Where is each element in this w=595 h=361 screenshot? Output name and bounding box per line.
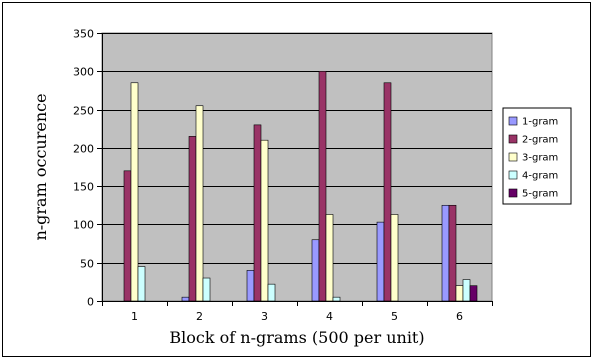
legend-label: 4-gram xyxy=(522,171,558,182)
legend-label: 2-gram xyxy=(522,135,558,146)
bar xyxy=(260,139,269,302)
bar xyxy=(202,277,211,302)
bar xyxy=(246,270,255,302)
y-tick-label: 0 xyxy=(87,296,94,309)
bar xyxy=(311,239,320,302)
bar xyxy=(325,214,334,302)
bar xyxy=(332,296,341,302)
bar xyxy=(188,136,197,302)
y-tick-label: 200 xyxy=(73,143,94,156)
x-tick-label: 2 xyxy=(196,310,203,323)
x-tick-label: 1 xyxy=(131,310,138,323)
bar xyxy=(195,105,204,302)
bar xyxy=(123,170,132,302)
y-tick-label: 50 xyxy=(80,258,94,271)
bar xyxy=(390,214,399,302)
bar xyxy=(318,70,327,302)
legend-label: 3-gram xyxy=(522,153,558,164)
legend-swatch xyxy=(508,152,518,162)
y-tick-label: 100 xyxy=(73,219,94,232)
bar xyxy=(469,285,478,302)
bar xyxy=(455,285,464,302)
y-tick-label: 300 xyxy=(73,66,94,79)
bar xyxy=(137,266,146,302)
legend-swatch xyxy=(508,188,518,198)
y-tick-label: 250 xyxy=(73,105,94,118)
x-tick-label: 3 xyxy=(261,310,268,323)
bar xyxy=(253,124,262,302)
y-tick-label: 150 xyxy=(73,181,94,194)
x-tick-label: 6 xyxy=(456,310,463,323)
legend-swatch xyxy=(508,170,518,180)
y-tick-label: 350 xyxy=(73,28,94,41)
plot-area xyxy=(101,32,493,302)
legend-label: 5-gram xyxy=(522,189,558,200)
x-tick-label: 4 xyxy=(326,310,333,323)
y-axis-title: n-gram occurence xyxy=(31,93,50,240)
bar xyxy=(267,283,276,302)
legend-swatch xyxy=(508,134,518,144)
bar xyxy=(181,296,190,302)
legend: 1-gram 2-gram 3-gram 4-gram 5-gram xyxy=(502,107,572,205)
legend-swatch xyxy=(508,116,518,126)
x-tick-label: 5 xyxy=(391,310,398,323)
legend-label: 1-gram xyxy=(522,117,558,128)
bar xyxy=(383,82,392,302)
bar xyxy=(130,82,139,302)
bar xyxy=(376,221,385,302)
bar xyxy=(462,279,471,302)
bar xyxy=(448,204,457,302)
x-axis-title: Block of n-grams (500 per unit) xyxy=(169,328,424,347)
bar xyxy=(441,204,450,302)
